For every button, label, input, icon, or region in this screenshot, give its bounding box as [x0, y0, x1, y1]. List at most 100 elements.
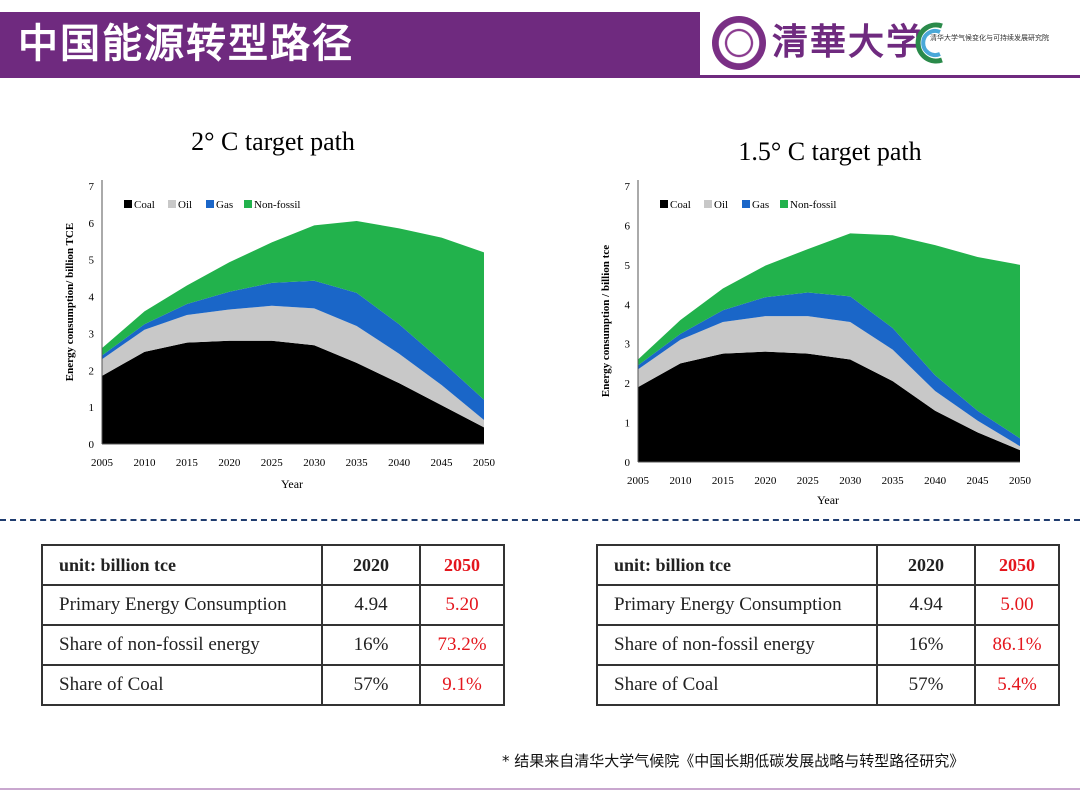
y-tick-label: 2	[625, 378, 631, 390]
legend-swatch	[206, 200, 214, 208]
legend-label: Non-fossil	[790, 199, 836, 211]
y-tick-label: 0	[625, 457, 631, 469]
chart-1-5c-svg: 1.5° C target path 0 1 2 3 4 5 6 7 2005 2010 2015 2…	[600, 137, 1032, 507]
table-year-2050-header: 2050	[419, 544, 505, 586]
table-unit-header: unit: billion tce	[596, 544, 878, 586]
x-tick-label: 2050	[473, 457, 496, 469]
legend-label: Oil	[714, 199, 728, 211]
university-logo: 清華大学	[772, 21, 925, 63]
x-tick-label: 2050	[1009, 475, 1032, 487]
footer-line	[0, 788, 1080, 790]
value-2020: 4.94	[876, 584, 976, 626]
x-tick-label: 2045	[967, 475, 990, 487]
legend-label: Oil	[178, 199, 192, 211]
legend-label: Non-fossil	[254, 199, 300, 211]
y-tick-label: 4	[89, 292, 95, 304]
value-2050: 5.4%	[974, 664, 1060, 706]
x-tick-label: 2015	[176, 457, 199, 469]
x-tick-label: 2030	[839, 475, 862, 487]
summary-table-2c: unit: billion tce 2020 2050 Primary Ener…	[41, 544, 505, 706]
area-gas	[102, 280, 484, 421]
table-row: Share of non-fossil energy 16% 73.2%	[41, 624, 505, 666]
y-axis-label: Energy consumption / billion tce	[600, 245, 612, 397]
institute-logo-icon	[915, 22, 943, 64]
row-label: Share of Coal	[41, 664, 323, 706]
table-header-row: unit: billion tce 2020 2050	[596, 544, 1060, 586]
x-tick-label: 2005	[627, 475, 650, 487]
y-tick-label: 1	[625, 418, 631, 430]
y-tick-label: 5	[89, 255, 95, 267]
value-2020: 16%	[321, 624, 421, 666]
x-tick-label: 2015	[712, 475, 735, 487]
x-tick-label: 2035	[346, 457, 369, 469]
value-2020: 57%	[321, 664, 421, 706]
value-2050: 86.1%	[974, 624, 1060, 666]
row-label: Primary Energy Consumption	[596, 584, 878, 626]
table-year-2020-header: 2020	[876, 544, 976, 586]
area-oil	[102, 305, 484, 428]
source-footnote: * 结果来自清华大学气候院《中国长期低碳发展战略与转型路径研究》	[502, 752, 965, 770]
value-2050: 73.2%	[419, 624, 505, 666]
x-tick-label: 2040	[924, 475, 947, 487]
header-underline	[0, 75, 1080, 78]
legend-swatch	[704, 200, 712, 208]
y-tick-label: 4	[625, 299, 631, 311]
y-tick-label: 3	[89, 328, 95, 340]
row-label: Share of Coal	[596, 664, 878, 706]
legend-label: Coal	[134, 199, 155, 211]
value-2020: 4.94	[321, 584, 421, 626]
summary-table-1-5c: unit: billion tce 2020 2050 Primary Ener…	[596, 544, 1060, 706]
legend-swatch	[780, 200, 788, 208]
x-tick-label: 2025	[797, 475, 820, 487]
header-logos: 清華大学 清华大学气候变化与可持续发展研究院	[700, 12, 1080, 76]
y-tick-label: 1	[89, 402, 95, 414]
area-coal	[102, 340, 484, 444]
area-non-fossil	[102, 221, 484, 400]
area-non-fossil	[638, 233, 1020, 439]
header-bar: 中国能源转型路径	[0, 12, 700, 76]
chart-2c: 2° C target path 0 1 2 3 4 5 6 7 2005 2010 2015 202…	[60, 118, 510, 507]
table-year-2020-header: 2020	[321, 544, 421, 586]
table-row: Primary Energy Consumption 4.94 5.20	[41, 584, 505, 626]
legend-label: Gas	[752, 199, 769, 211]
area-oil	[638, 316, 1020, 451]
y-tick-label: 6	[625, 220, 631, 232]
y-tick-label: 7	[89, 181, 95, 193]
legend-swatch	[168, 200, 176, 208]
legend-label: Gas	[216, 199, 233, 211]
y-tick-label: 0	[89, 439, 95, 451]
legend-swatch	[124, 200, 132, 208]
y-axis-label: Energy consumption/ billion TCE	[64, 223, 76, 381]
y-tick-label: 2	[89, 365, 95, 377]
y-tick-label: 7	[625, 181, 631, 193]
chart-1-5c: 1.5° C target path 0 1 2 3 4 5 6 7 2005 2010 2015 2…	[596, 118, 1046, 517]
legend-swatch	[660, 200, 668, 208]
y-tick-label: 3	[625, 339, 631, 351]
legend-label: Coal	[670, 199, 691, 211]
value-2050: 5.20	[419, 584, 505, 626]
legend-swatch	[244, 200, 252, 208]
row-label: Share of non-fossil energy	[41, 624, 323, 666]
x-axis-label: Year	[817, 493, 839, 507]
x-tick-label: 2020	[218, 457, 241, 469]
x-tick-label: 2010	[669, 475, 692, 487]
value-2020: 16%	[876, 624, 976, 666]
page-title: 中国能源转型路径	[18, 21, 354, 67]
chart-title: 1.5° C target path	[738, 137, 921, 166]
table-row: Primary Energy Consumption 4.94 5.00	[596, 584, 1060, 626]
university-seal-logo	[712, 16, 766, 70]
x-tick-label: 2025	[261, 457, 284, 469]
chart-title: 2° C target path	[191, 127, 355, 156]
row-label: Share of non-fossil energy	[596, 624, 878, 666]
x-tick-label: 2035	[882, 475, 905, 487]
table-row: Share of Coal 57% 5.4%	[596, 664, 1060, 706]
x-tick-label: 2045	[431, 457, 454, 469]
institute-name: 清华大学气候变化与可持续发展研究院	[930, 34, 1049, 42]
y-tick-label: 5	[625, 260, 631, 272]
dashed-divider	[0, 519, 1080, 521]
table-row: Share of non-fossil energy 16% 86.1%	[596, 624, 1060, 666]
value-2050: 5.00	[974, 584, 1060, 626]
chart-2c-svg: 2° C target path 0 1 2 3 4 5 6 7 2005 2010 2015 202…	[64, 127, 496, 491]
y-tick-label: 6	[89, 218, 95, 230]
table-unit-header: unit: billion tce	[41, 544, 323, 586]
